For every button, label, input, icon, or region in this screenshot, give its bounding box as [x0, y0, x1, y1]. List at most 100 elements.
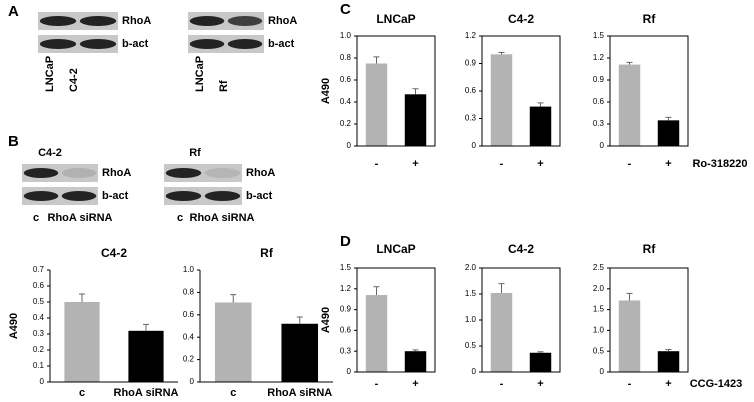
bar	[404, 94, 427, 146]
lane-label: LNCaP	[44, 56, 56, 92]
y-tick-label: 0.1	[33, 361, 45, 370]
error-bar	[143, 323, 149, 331]
y-tick-label: 1.2	[465, 31, 477, 40]
x-tick-label: RhoA siRNA	[267, 387, 332, 399]
blot-band	[23, 168, 59, 178]
panel-label: D	[340, 233, 351, 250]
y-tick-label: 0	[600, 141, 605, 150]
y-tick-label: 0	[600, 367, 605, 376]
x-tick-label: -	[500, 378, 504, 390]
y-tick-label: 0.4	[183, 332, 195, 341]
blot-band	[79, 39, 117, 49]
y-tick-label: 0.2	[340, 119, 352, 128]
bar	[64, 302, 100, 382]
y-tick-label: 0.9	[340, 305, 352, 314]
y-tick-label: 0	[347, 141, 352, 150]
lane-label: RhoA siRNA	[48, 212, 113, 224]
plot-frame	[356, 35, 436, 147]
blot-band	[227, 39, 263, 49]
y-tick-label: 2.0	[593, 284, 605, 293]
y-tick-label: 1.5	[340, 263, 352, 272]
y-tick-label: 2.0	[465, 263, 477, 272]
error-bar	[626, 61, 633, 65]
y-tick-label: 2.5	[593, 263, 605, 272]
x-axis-label: Ro-318220	[692, 158, 747, 170]
blot-row-label: b-act	[122, 38, 149, 50]
blot-band	[189, 39, 225, 49]
x-tick-label: -	[375, 158, 379, 170]
lane-label: C4-2	[68, 68, 80, 92]
y-axis-label: A490	[320, 307, 332, 333]
plot-frame	[481, 267, 561, 373]
y-tick-label: 0.6	[465, 86, 477, 95]
x-tick-label: +	[665, 158, 671, 170]
y-tick-label: 0.3	[465, 114, 477, 123]
x-tick-label: RhoA siRNA	[114, 387, 179, 399]
error-bar	[412, 349, 419, 352]
blot-row-label: RhoA	[122, 15, 151, 27]
y-tick-label: 0.6	[183, 310, 195, 319]
y-tick-label: 1.2	[340, 284, 352, 293]
lane-label: RhoA siRNA	[190, 212, 255, 224]
blot-row-label: b-act	[246, 190, 273, 202]
y-tick-label: 0.5	[593, 346, 605, 355]
y-tick-label: 1.5	[593, 305, 605, 314]
x-tick-label: c	[79, 387, 85, 399]
y-tick-label: 0.4	[33, 313, 45, 322]
blot-row-label: RhoA	[246, 167, 275, 179]
bar	[618, 64, 641, 146]
blot-band	[204, 168, 241, 178]
x-tick-label: -	[628, 378, 632, 390]
error-bar	[412, 88, 419, 95]
blot-band	[189, 16, 225, 26]
blot-row-label: RhoA	[268, 15, 297, 27]
y-tick-label: 0.9	[465, 59, 477, 68]
blot-title: Rf	[189, 147, 201, 159]
x-tick-label: -	[628, 158, 632, 170]
y-tick-label: 0.4	[340, 97, 352, 106]
y-tick-label: 0	[472, 367, 477, 376]
bar	[618, 300, 641, 372]
chart-title: Rf	[643, 12, 657, 26]
y-tick-label: 0.5	[33, 297, 45, 306]
x-tick-label: -	[500, 158, 504, 170]
chart-title: LNCaP	[376, 242, 415, 256]
bar	[529, 106, 552, 146]
plot-frame	[356, 267, 436, 373]
y-tick-label: 0.2	[33, 345, 45, 354]
x-tick-label: +	[537, 158, 543, 170]
y-tick-label: 1.2	[593, 53, 605, 62]
bar	[490, 54, 513, 147]
y-tick-label: 1.5	[593, 31, 605, 40]
y-tick-label: 1.5	[465, 289, 477, 298]
blot-title: C4-2	[38, 147, 62, 159]
y-tick-label: 0.8	[340, 53, 352, 62]
y-tick-label: 0.5	[465, 341, 477, 350]
x-tick-label: +	[412, 378, 418, 390]
y-tick-label: 0.6	[593, 97, 605, 106]
bar	[214, 302, 252, 382]
plot-frame	[481, 35, 561, 147]
y-tick-label: 0.7	[33, 265, 45, 274]
blot-band	[79, 16, 117, 26]
blot-band	[61, 191, 97, 201]
x-tick-label: +	[537, 378, 543, 390]
error-bar	[498, 52, 505, 55]
blot-band	[165, 168, 202, 178]
error-bar	[296, 316, 303, 324]
chart-title: Rf	[643, 242, 657, 256]
error-bar	[373, 286, 380, 296]
error-bar	[498, 283, 505, 293]
error-bar	[626, 292, 633, 301]
bar	[404, 351, 427, 372]
error-bar	[665, 116, 672, 121]
blot-band	[165, 191, 202, 201]
panel-label: B	[8, 133, 19, 150]
x-axis-label: CCG-1423	[690, 378, 743, 390]
y-tick-label: 0	[347, 367, 352, 376]
blot-band	[61, 168, 97, 178]
error-bar	[537, 102, 544, 107]
bar	[657, 351, 680, 372]
bar	[281, 323, 319, 382]
